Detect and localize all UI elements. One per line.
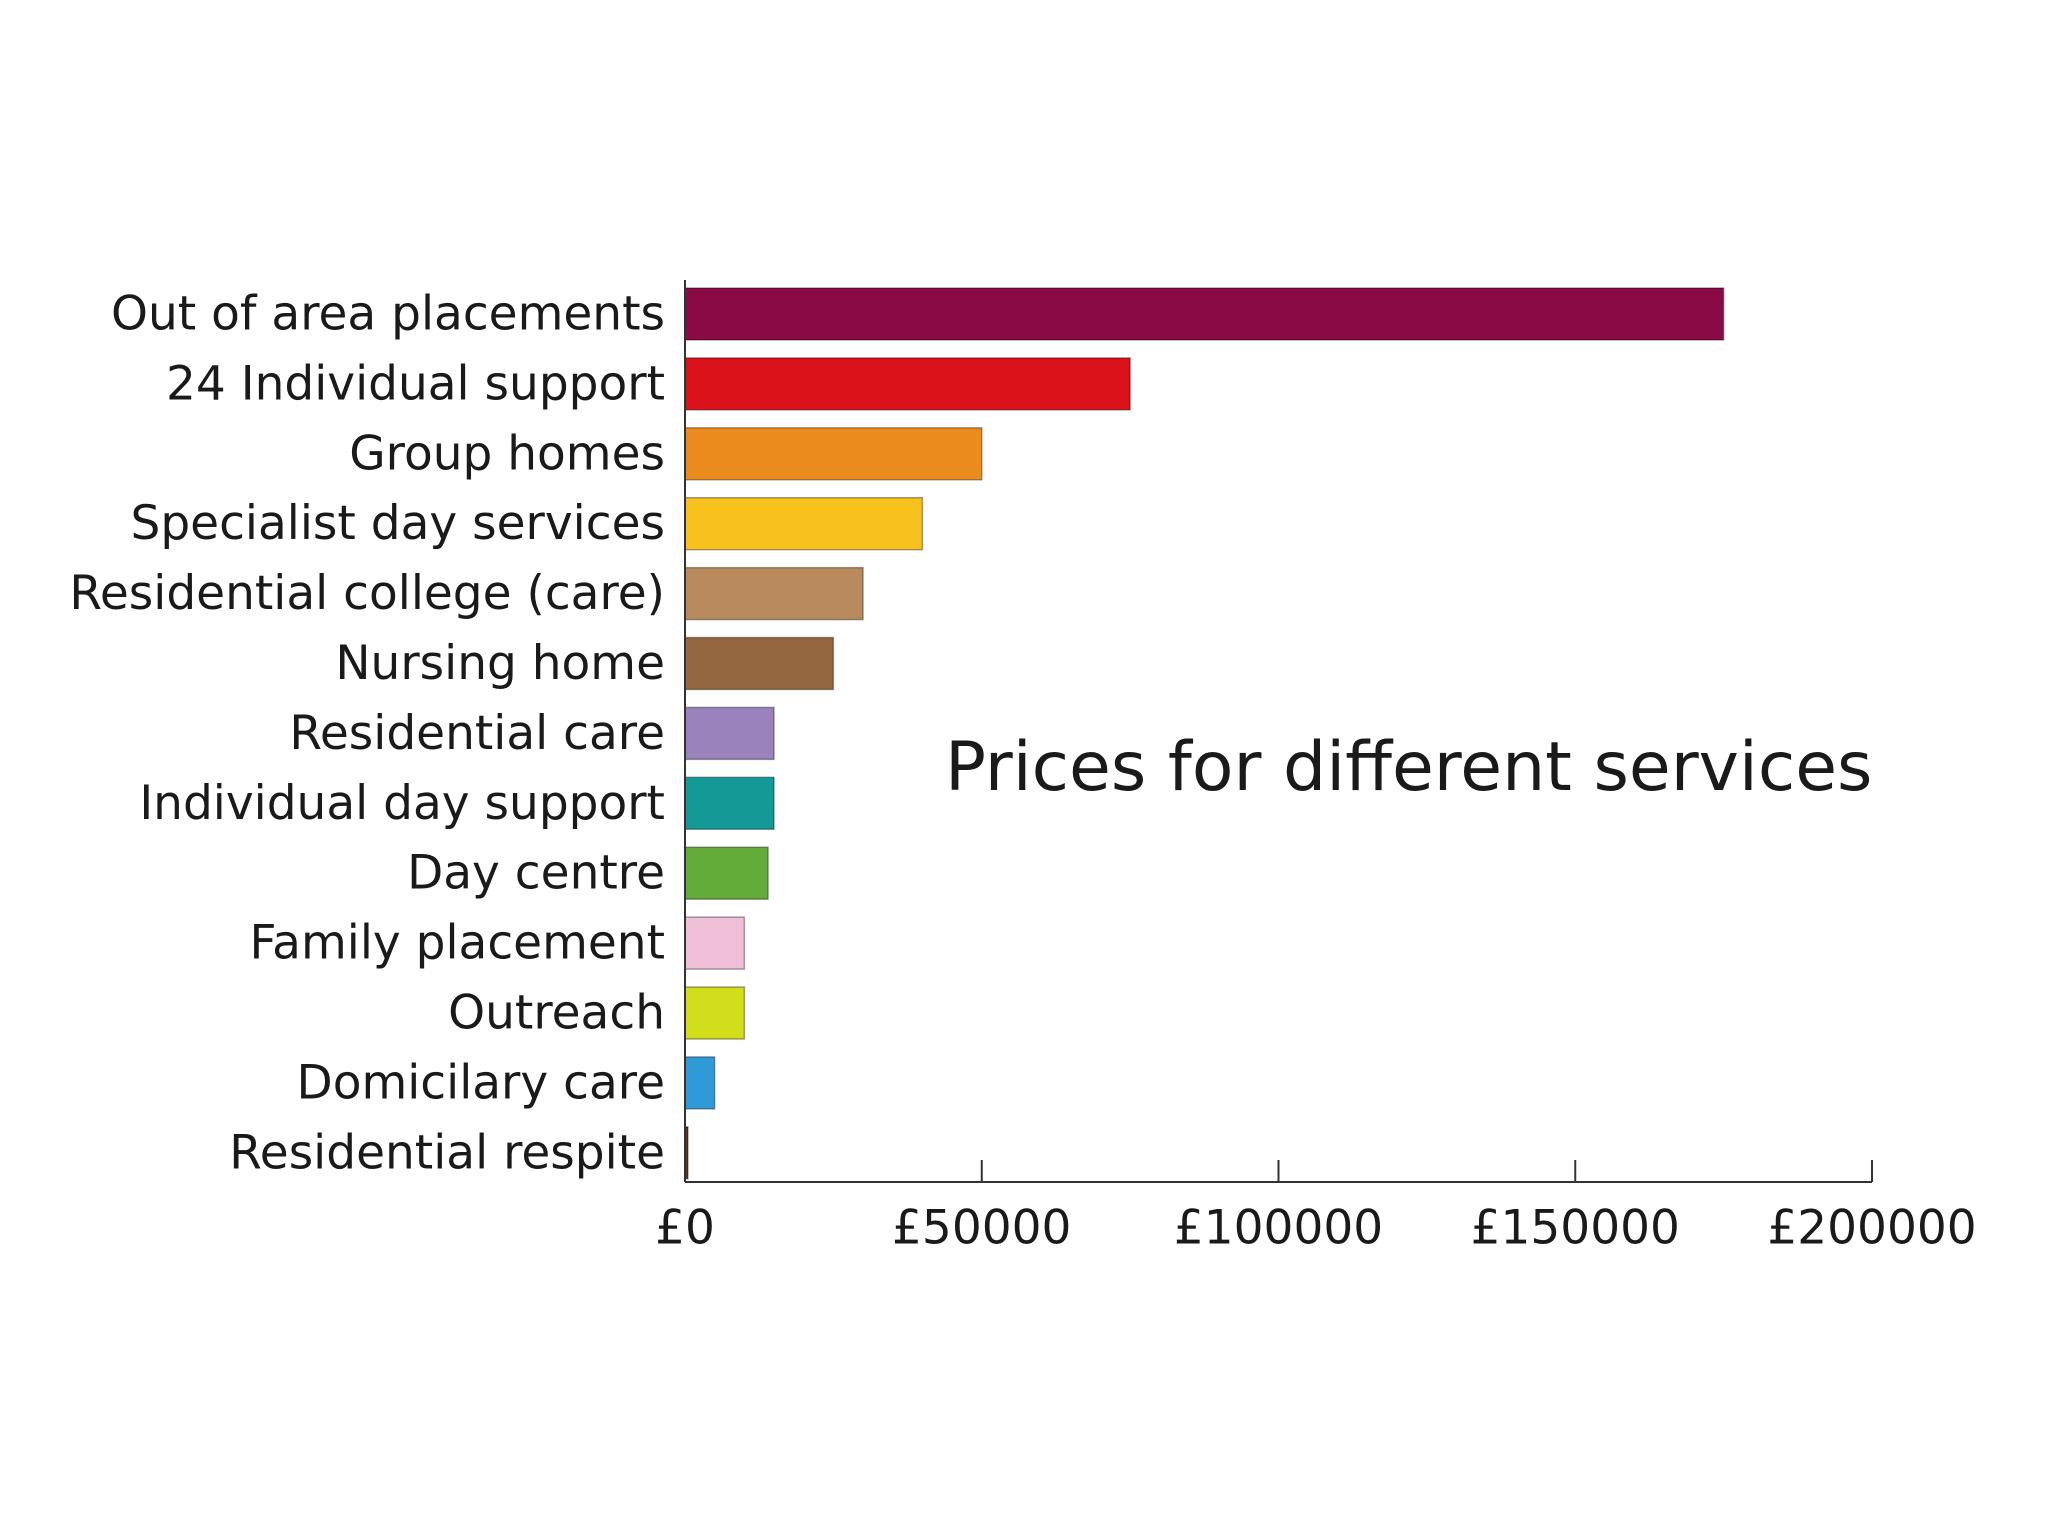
x-tick-label: £200000 [1767, 1201, 1976, 1256]
category-label-residential-respite: Residential respite [229, 1125, 665, 1180]
x-tick-label: £150000 [1471, 1201, 1680, 1256]
bar-nursing-home [684, 636, 835, 691]
category-label-nursing-home: Nursing home [335, 636, 665, 691]
category-label-domicilary-care: Domicilary care [297, 1055, 665, 1110]
category-label-outreach: Outreach [448, 986, 665, 1041]
bar-outreach [684, 986, 746, 1040]
bar-specialist-day-services [684, 496, 924, 551]
category-label-group-homes: Group homes [349, 426, 665, 481]
category-label-out-of-area-placements: Out of area placements [111, 287, 665, 342]
category-label-specialist-day-services: Specialist day services [131, 496, 666, 551]
category-label-residential-care: Residential care [289, 706, 665, 761]
category-label-24-individual-support: 24 Individual support [166, 356, 665, 411]
bar-domicilary-care [684, 1056, 716, 1110]
category-label-individual-day-support: Individual day support [139, 776, 665, 831]
x-tick-label: £100000 [1174, 1201, 1383, 1256]
x-ticks: £0 £50000 £100000 £150000 £200000 [655, 1160, 1977, 1256]
bar-residential-college-care [684, 566, 864, 621]
bar-24-individual-support [684, 357, 1131, 411]
category-labels: Out of area placements 24 Individual supp… [69, 287, 665, 1181]
chart-title: Prices for different services [945, 728, 1872, 807]
x-tick-label: £50000 [892, 1201, 1071, 1256]
category-label-residential-college-care: Residential college (care) [69, 566, 665, 621]
bar-out-of-area-placements [684, 287, 1725, 341]
bar-group-homes [684, 427, 983, 481]
x-tick-label: £0 [655, 1201, 715, 1256]
bars [684, 287, 1725, 1180]
bar-individual-day-support [684, 776, 775, 831]
category-label-day-centre: Day centre [407, 846, 665, 901]
bar-residential-care [684, 706, 775, 761]
bar-day-centre [684, 846, 769, 900]
bar-family-placement [684, 916, 746, 970]
category-label-family-placement: Family placement [249, 916, 665, 971]
